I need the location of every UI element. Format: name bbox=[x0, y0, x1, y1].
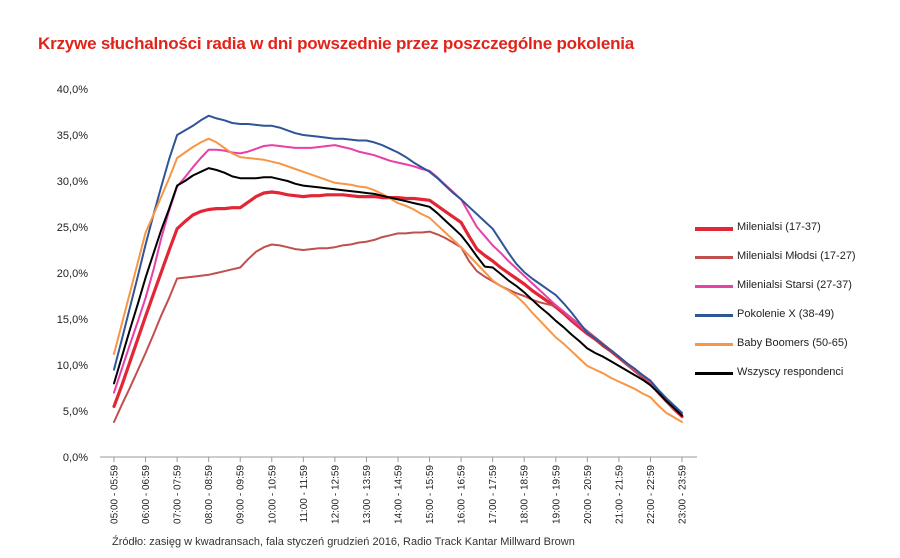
y-tick-label: 35,0% bbox=[57, 130, 88, 142]
legend-item: Baby Boomers (50-65) bbox=[695, 335, 895, 364]
x-axis: 05:00 - 05:59 06:00 - 06:59 07:00 - 07:59 0… bbox=[100, 456, 697, 524]
series-line bbox=[113, 144, 683, 416]
x-tick-label: 22:00 - 22:59 bbox=[646, 465, 657, 524]
y-tick-label: 10,0% bbox=[57, 360, 88, 372]
legend-swatch bbox=[695, 314, 733, 317]
x-tick-label: 12:00 - 12:59 bbox=[330, 465, 341, 524]
y-tick-label: 15,0% bbox=[57, 314, 88, 326]
x-tick-label: 23:00 - 23:59 bbox=[678, 465, 689, 524]
legend-item: Milenialsi Młodsi (17-27) bbox=[695, 248, 895, 277]
series-line bbox=[113, 230, 683, 423]
x-tick-label: 16:00 - 16:59 bbox=[457, 465, 468, 524]
x-tick-label: 08:00 - 08:59 bbox=[204, 465, 215, 524]
legend-swatch bbox=[695, 227, 733, 231]
y-tick-label: 5,0% bbox=[63, 406, 88, 418]
legend-item: Wszyscy respondenci bbox=[695, 364, 895, 393]
x-tick-label: 15:00 - 15:59 bbox=[425, 465, 436, 524]
legend-swatch bbox=[695, 372, 733, 375]
y-tick-label: 0,0% bbox=[63, 452, 88, 464]
series-lines bbox=[112, 114, 684, 423]
legend-label: Milenialsi Młodsi (17-27) bbox=[737, 250, 856, 262]
legend-swatch bbox=[695, 343, 733, 346]
y-tick-label: 20,0% bbox=[57, 268, 88, 280]
y-tick-label: 30,0% bbox=[57, 176, 88, 188]
y-tick-label: 40,0% bbox=[57, 84, 88, 96]
y-tick-label: 25,0% bbox=[57, 222, 88, 234]
y-axis: 0,0% 5,0% 10,0% 15,0% 20,0% 25,0% 30,0% 35,0% 40… bbox=[57, 84, 88, 464]
legend-label: Wszyscy respondenci bbox=[737, 366, 844, 378]
legend-label: Milenialsi Starsi (27-37) bbox=[737, 279, 852, 291]
legend-item: Milenialsi (17-37) bbox=[695, 219, 895, 248]
source-note: Źródło: zasięg w kwadransach, fala stycz… bbox=[112, 536, 575, 548]
x-tick-label: 14:00 - 14:59 bbox=[394, 465, 405, 524]
x-tick-label: 13:00 - 13:59 bbox=[362, 465, 373, 524]
x-tick-label: 18:00 - 18:59 bbox=[520, 465, 531, 524]
legend-label: Pokolenie X (38-49) bbox=[737, 308, 835, 320]
chart-title: Krzywe słuchalności radia w dni powszedn… bbox=[38, 34, 635, 53]
x-tick-label: 20:00 - 20:59 bbox=[583, 465, 594, 524]
series-line bbox=[113, 167, 683, 417]
legend-swatch bbox=[695, 256, 733, 259]
legend: Milenialsi (17-37) Milenialsi Młodsi (17-… bbox=[695, 219, 895, 393]
x-tick-label: 07:00 - 07:59 bbox=[173, 465, 184, 524]
series-line bbox=[113, 114, 683, 414]
legend-swatch bbox=[695, 285, 733, 288]
legend-item: Milenialsi Starsi (27-37) bbox=[695, 277, 895, 306]
legend-item: Pokolenie X (38-49) bbox=[695, 306, 895, 335]
series-line bbox=[113, 137, 683, 423]
x-tick-label: 05:00 - 05:59 bbox=[110, 465, 121, 524]
x-tick-label: 17:00 - 17:59 bbox=[488, 465, 499, 524]
legend-label: Milenialsi (17-37) bbox=[737, 221, 821, 233]
legend-label: Baby Boomers (50-65) bbox=[737, 337, 848, 349]
x-tick-label: 09:00 - 09:59 bbox=[236, 465, 247, 524]
x-tick-label: 10:00 - 10:59 bbox=[267, 465, 278, 524]
x-tick-label: 19:00 - 19:59 bbox=[551, 465, 562, 524]
x-tick-label: 06:00 - 06:59 bbox=[141, 465, 152, 524]
x-tick-label: 11:00 - 11:59 bbox=[299, 465, 310, 523]
series-line bbox=[112, 190, 684, 419]
x-tick-label: 21:00 - 21:59 bbox=[614, 465, 625, 524]
